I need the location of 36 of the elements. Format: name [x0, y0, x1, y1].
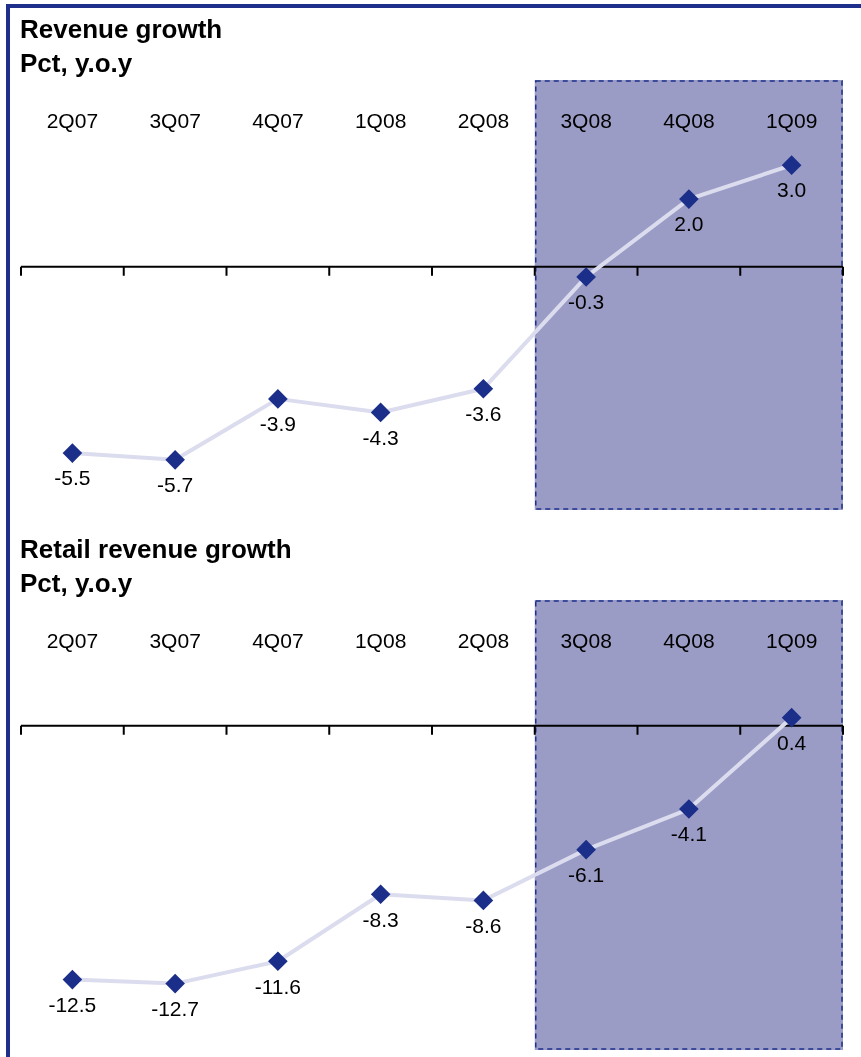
data-label: -4.1 [670, 822, 707, 846]
data-label: -3.6 [465, 402, 502, 426]
x-tick-label: 2Q07 [46, 109, 99, 133]
x-tick-label: 1Q08 [354, 629, 407, 653]
data-label: -8.6 [465, 913, 502, 937]
x-tick-label: 2Q08 [457, 109, 510, 133]
data-label: -12.7 [151, 996, 200, 1020]
chart-title: Retail revenue growth [20, 533, 293, 566]
data-label: -6.1 [568, 862, 605, 886]
x-tick-label: 3Q08 [560, 629, 612, 653]
data-label: -5.5 [54, 466, 91, 490]
x-tick-label: 3Q07 [149, 109, 201, 133]
x-tick-label: 2Q07 [46, 629, 99, 653]
data-label: -3.9 [259, 412, 296, 436]
data-label: -11.6 [254, 974, 302, 998]
chart-subtitle: Pct, y.o.y [20, 567, 134, 600]
x-tick-label: 3Q08 [560, 109, 612, 133]
x-tick-label: 1Q09 [765, 109, 818, 133]
x-tick-label: 3Q07 [149, 629, 201, 653]
x-tick-label: 4Q08 [663, 109, 715, 133]
data-label: 2.0 [674, 212, 704, 236]
chart-title: Revenue growth [20, 13, 224, 46]
data-label: -5.7 [157, 473, 194, 497]
data-label: -4.3 [362, 425, 399, 449]
data-label: -8.3 [362, 907, 399, 931]
x-tick-label: 4Q07 [252, 109, 304, 133]
data-label: 0.4 [777, 730, 807, 754]
data-label: -12.5 [48, 992, 97, 1016]
data-label: -0.3 [568, 290, 605, 314]
x-tick-label: 1Q08 [354, 109, 407, 133]
x-tick-label: 4Q08 [663, 629, 715, 653]
data-label: 3.0 [777, 178, 807, 202]
x-tick-label: 4Q07 [252, 629, 304, 653]
x-tick-label: 2Q08 [457, 629, 510, 653]
chart-subtitle: Pct, y.o.y [20, 47, 134, 80]
x-tick-label: 1Q09 [765, 629, 818, 653]
